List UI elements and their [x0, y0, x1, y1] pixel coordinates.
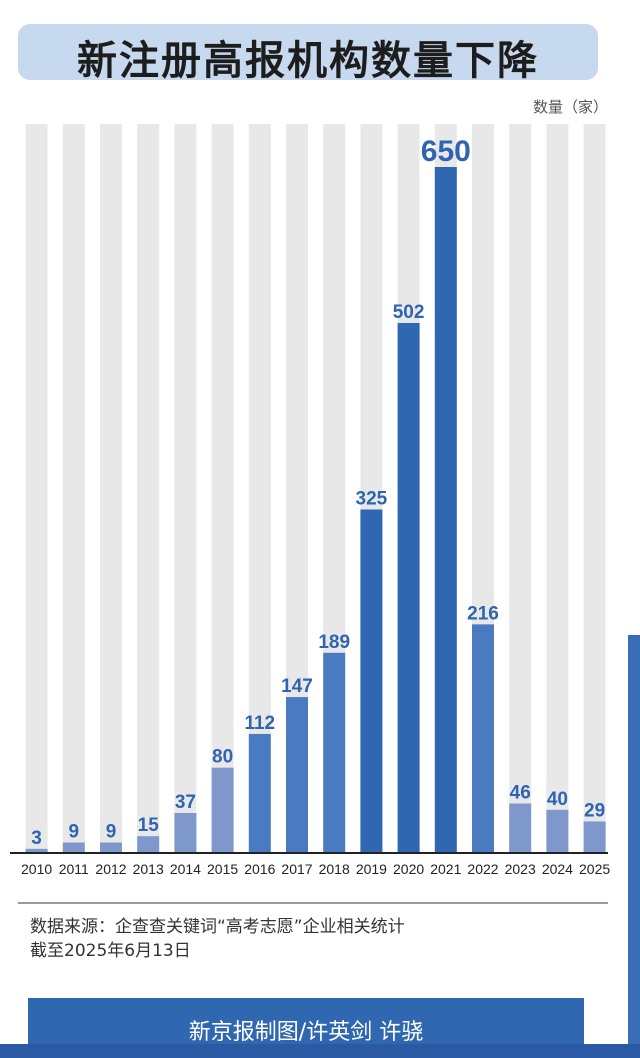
credit-text: 新京报制图/许英剑 许骁: [188, 1020, 424, 1045]
bar-2022: [472, 624, 494, 852]
bar-2013: [137, 836, 160, 852]
data-label-2017: 147: [281, 676, 313, 697]
bar-2020: [397, 322, 420, 852]
x-tick-2017: 2017: [281, 861, 312, 877]
data-label-2014: 37: [175, 792, 196, 813]
x-tick-2018: 2018: [319, 861, 350, 877]
data-label-2016: 112: [244, 713, 275, 734]
bar-2012: [100, 842, 122, 852]
data-label-2019: 325: [356, 489, 388, 510]
bar-2024: [546, 809, 569, 852]
data-label-2010: 3: [31, 828, 42, 849]
bar-track: [137, 124, 160, 852]
bottom-bar: [0, 1044, 640, 1058]
bar-2015: [211, 767, 234, 852]
chart-title: 新注册高报机构数量下降: [77, 37, 539, 84]
right-edge-strip: [628, 0, 640, 1058]
title-banner: 新注册高报机构数量下降: [18, 24, 598, 84]
bar-2019: [360, 509, 383, 852]
bar-track: [248, 124, 271, 852]
x-tick-2014: 2014: [170, 861, 201, 877]
bar-2021: [434, 167, 457, 852]
data-label-2024: 40: [547, 789, 568, 810]
x-tick-2010: 2010: [21, 861, 52, 877]
bar-track: [546, 124, 569, 852]
data-label-2020: 502: [393, 302, 425, 323]
data-label-2025: 29: [584, 800, 605, 821]
bar-track: [25, 124, 48, 852]
data-label-2012: 9: [106, 822, 117, 843]
data-label-2015: 80: [212, 747, 233, 768]
bar-track: [62, 124, 85, 852]
x-tick-2015: 2015: [207, 861, 238, 877]
divider-line: [18, 902, 608, 904]
bar-2023: [509, 803, 532, 852]
data-label-2021: 650: [421, 135, 471, 168]
x-tick-2023: 2023: [505, 861, 536, 877]
bar-chart: 3 2010 9 2011 9 2012 15 2013 37 2014 80 2015 112 2016…: [10, 124, 610, 877]
bar-track: [100, 124, 122, 852]
bar-2017: [286, 697, 308, 852]
bar-2010: [25, 848, 48, 852]
source-note: 数据来源：企查查关键词“高考志愿”企业相关统计 截至2025年6月13日: [30, 915, 405, 963]
source-line-1: 数据来源：企查查关键词“高考志愿”企业相关统计: [30, 917, 405, 937]
x-tick-2020: 2020: [393, 861, 424, 877]
bar-track: [509, 124, 532, 852]
x-tick-2021: 2021: [430, 861, 461, 877]
data-label-2011: 9: [69, 822, 80, 843]
x-tick-2025: 2025: [579, 861, 610, 877]
bar-track: [211, 124, 234, 852]
x-tick-2016: 2016: [244, 861, 275, 877]
bar-2016: [248, 733, 271, 852]
data-label-2023: 46: [510, 783, 531, 804]
y-unit-label: 数量（家）: [532, 98, 608, 116]
bar-track: [174, 124, 197, 852]
x-tick-2013: 2013: [133, 861, 164, 877]
x-tick-2012: 2012: [95, 861, 126, 877]
x-tick-2024: 2024: [542, 861, 573, 877]
data-label-2018: 189: [318, 632, 350, 653]
bar-2014: [174, 813, 197, 852]
data-label-2022: 216: [467, 603, 499, 624]
bar-2025: [583, 821, 606, 852]
data-label-2013: 15: [138, 815, 160, 836]
bar-track: [286, 124, 308, 852]
bar-2018: [323, 652, 346, 852]
x-tick-2019: 2019: [356, 861, 387, 877]
bar-2011: [62, 842, 85, 852]
x-tick-2022: 2022: [467, 861, 498, 877]
bar-track: [583, 124, 606, 852]
source-line-2: 截至2025年6月13日: [30, 941, 191, 961]
x-tick-2011: 2011: [59, 861, 89, 877]
